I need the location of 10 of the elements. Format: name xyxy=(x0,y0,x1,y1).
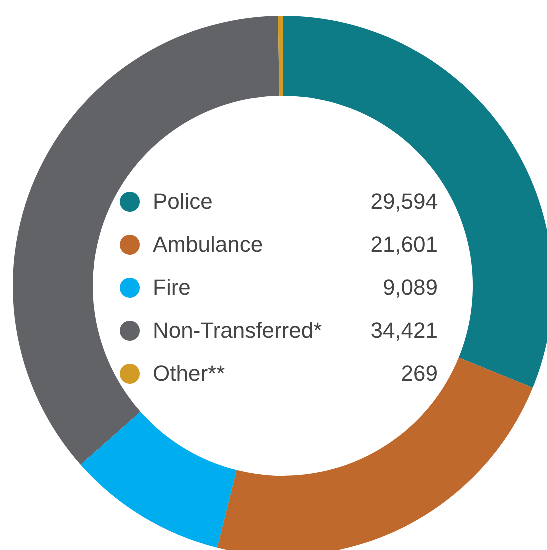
data-label: 34,421 xyxy=(370,318,438,344)
legend-label: Other** xyxy=(153,360,226,386)
legend-label: Ambulance xyxy=(153,232,264,258)
data-label: 269 xyxy=(401,360,438,386)
legend-label: Non-Transferred* xyxy=(153,318,324,344)
legend-label: Fire xyxy=(153,274,192,300)
data-label: 29,594 xyxy=(370,188,438,214)
data-label: 21,601 xyxy=(370,232,438,258)
data-label: 9,089 xyxy=(382,274,438,300)
legend-label: Police xyxy=(153,188,214,214)
